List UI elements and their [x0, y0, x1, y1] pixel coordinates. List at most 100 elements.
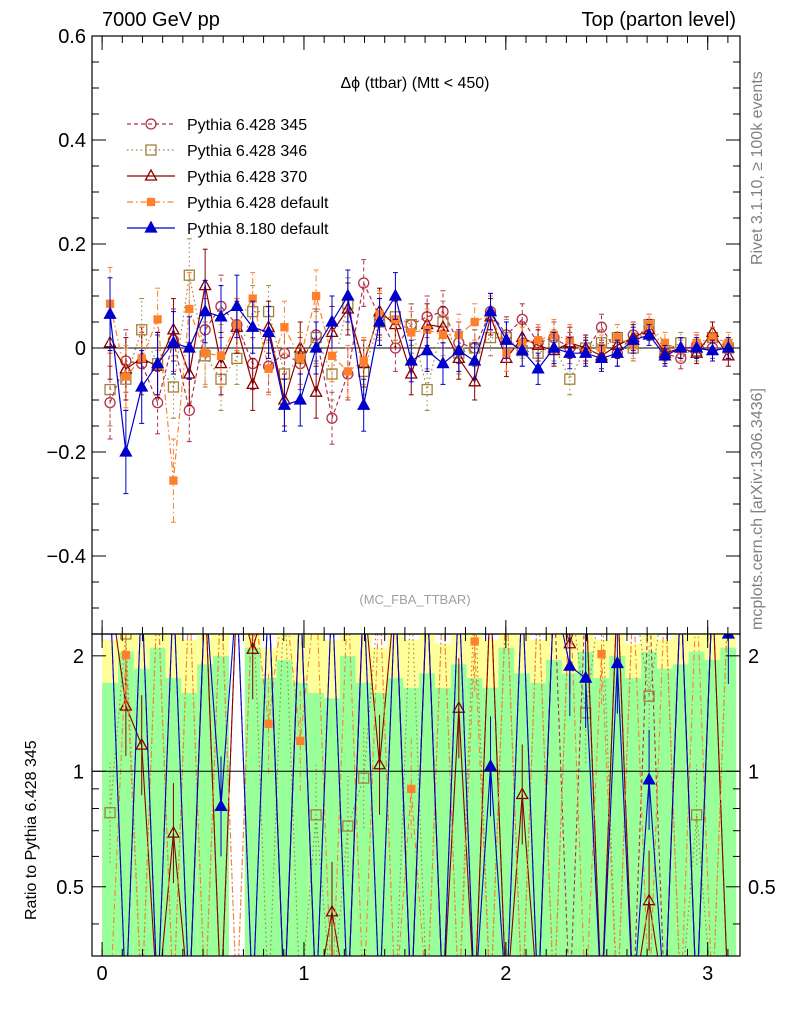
data-point	[643, 690, 655, 702]
data-point	[642, 327, 656, 340]
data-point	[145, 118, 157, 130]
band-inner-bin	[609, 655, 626, 956]
data-point	[407, 328, 416, 337]
band-inner-bin	[657, 668, 673, 956]
band-inner-bin	[546, 660, 562, 956]
data-point	[120, 634, 132, 640]
data-point	[280, 323, 289, 332]
data-point	[144, 220, 158, 233]
data-point	[658, 348, 672, 361]
y-tick-label: 0	[75, 338, 86, 360]
data-point	[135, 737, 149, 750]
data-point	[150, 356, 165, 369]
data-point	[358, 772, 370, 784]
y-tick-label: 0.2	[58, 234, 86, 256]
band-inner-bin	[149, 647, 166, 956]
data-point	[642, 772, 656, 785]
data-point	[326, 412, 338, 424]
ratio-tick-label-right: 0.5	[748, 877, 776, 899]
data-point	[357, 397, 371, 410]
data-point	[230, 299, 244, 312]
band-inner-bin	[339, 655, 356, 956]
data-point	[182, 340, 196, 353]
data-point	[311, 291, 321, 301]
data-point	[564, 373, 576, 385]
data-point	[597, 650, 606, 659]
data-point	[563, 658, 577, 671]
data-point	[121, 650, 131, 660]
y-tick-label: −0.2	[47, 442, 86, 464]
band-inner-bin	[244, 647, 261, 956]
data-point	[145, 144, 157, 156]
band-inner-bin	[625, 678, 642, 956]
mcplots-citation-label: mcplots.cern.ch [arXiv:1306.3436]	[749, 388, 766, 630]
data-point	[167, 381, 180, 393]
band-inner-bin	[197, 664, 214, 956]
analysis-label: (MC_FBA_TTBAR)	[359, 592, 470, 607]
data-point	[721, 340, 735, 353]
data-point	[135, 379, 149, 392]
data-point	[343, 367, 352, 376]
data-point	[121, 372, 131, 381]
data-point	[246, 319, 260, 332]
data-point	[358, 277, 370, 289]
data-point	[421, 383, 433, 396]
header-left-label: 7000 GeV pp	[102, 9, 220, 31]
data-point	[499, 332, 513, 345]
data-point	[104, 807, 116, 819]
legend-entry-label: Pythia 8.180 default	[187, 221, 329, 238]
data-point	[293, 392, 307, 405]
data-point	[183, 269, 195, 281]
x-tick-label: 1	[298, 963, 309, 985]
data-point	[103, 306, 117, 319]
x-tick-label: 3	[702, 963, 713, 985]
data-point	[452, 700, 466, 713]
band-inner-bin	[498, 647, 515, 956]
data-point	[309, 384, 323, 397]
legend-entry-label: Pythia 6.428 346	[187, 143, 307, 160]
main-series-layer	[103, 238, 735, 523]
rivet-version-label: Rivet 3.1.10, ≥ 100k events	[749, 71, 766, 265]
series-line	[109, 281, 729, 421]
data-point	[610, 656, 624, 669]
ratio-series-line	[111, 634, 728, 956]
data-point	[325, 904, 339, 917]
data-point	[531, 361, 545, 374]
band-inner-bin	[561, 673, 578, 956]
data-point	[610, 345, 624, 358]
series-line	[109, 294, 729, 453]
data-point	[438, 330, 448, 340]
data-point	[483, 304, 498, 317]
series-line	[109, 293, 729, 481]
data-point	[359, 356, 368, 366]
data-point	[200, 349, 210, 358]
data-point	[515, 787, 529, 800]
ratio-tick-label: 1	[73, 761, 84, 783]
ratio-tick-label: 0.5	[56, 877, 84, 899]
data-point	[325, 314, 339, 327]
data-point	[452, 343, 466, 356]
data-point	[264, 364, 273, 373]
band-inner-bin	[688, 651, 705, 956]
band-inner-bin	[482, 687, 499, 956]
data-point	[296, 736, 305, 746]
band-inner-bin	[704, 660, 721, 956]
data-point	[407, 784, 416, 794]
band-inner-bin	[593, 678, 610, 956]
data-point	[119, 444, 133, 457]
data-point	[310, 809, 322, 821]
data-point	[642, 893, 656, 906]
data-point	[166, 825, 181, 838]
header-right-label: Top (parton level)	[581, 9, 736, 31]
data-point	[690, 340, 704, 353]
data-point	[436, 356, 450, 369]
data-point	[468, 353, 482, 366]
legend-entry-label: Pythia 6.428 345	[187, 117, 307, 134]
legend-entry-label: Pythia 6.428 default	[187, 195, 329, 212]
data-point	[404, 353, 418, 366]
chart-title: Δϕ (ttbar) (Mtt < 450)	[340, 75, 489, 92]
data-point	[246, 377, 260, 390]
data-point	[309, 340, 323, 353]
legend-entry-label: Pythia 6.428 370	[187, 169, 307, 186]
x-tick-label: 0	[97, 963, 108, 985]
